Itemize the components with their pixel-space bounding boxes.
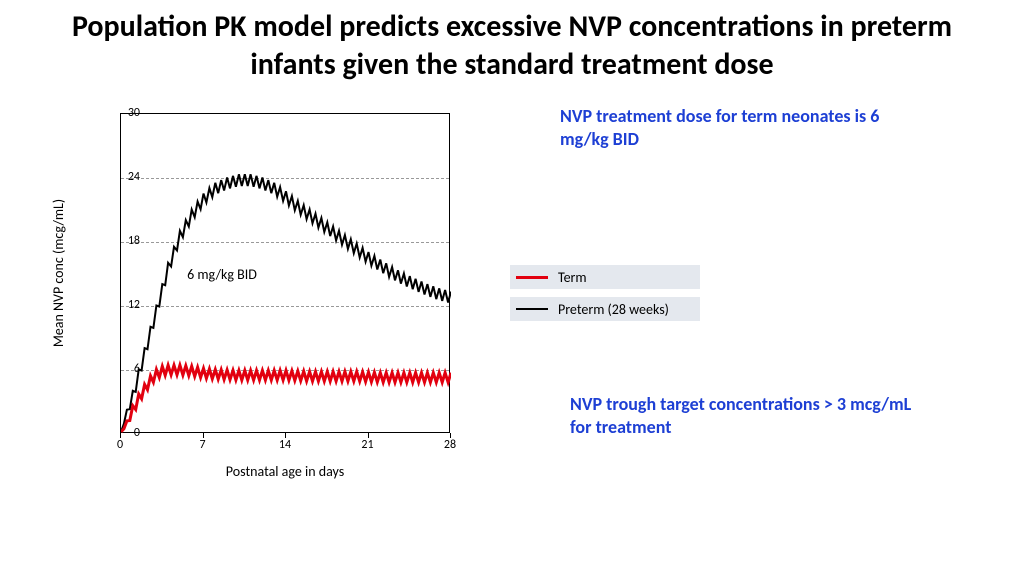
y-axis-label: Mean NVP conc (mcg/mL) [50, 199, 67, 347]
x-tick: 7 [199, 438, 205, 452]
y-tick: 30 [106, 106, 140, 120]
note-dose: NVP treatment dose for term neonates is … [560, 105, 880, 150]
series-term [121, 365, 451, 432]
legend-label-preterm: Preterm (28 weeks) [558, 301, 669, 318]
x-axis-label: Postnatal age in days [120, 463, 450, 480]
series-preterm [121, 174, 451, 432]
legend-swatch-term [516, 276, 548, 279]
pk-chart: 6 mg/kg BID 0612182430 07142128 Mean NVP… [60, 103, 480, 493]
content-area: 6 mg/kg BID 0612182430 07142128 Mean NVP… [0, 83, 1024, 523]
legend: Term Preterm (28 weeks) [510, 265, 700, 329]
y-tick: 18 [106, 234, 140, 248]
legend-item-preterm: Preterm (28 weeks) [510, 297, 700, 321]
y-tick: 6 [106, 362, 140, 376]
x-tick: 28 [444, 438, 456, 452]
series-layer [121, 114, 451, 434]
y-tick: 12 [106, 298, 140, 312]
x-tick: 21 [361, 438, 373, 452]
page-title: Population PK model predicts excessive N… [0, 0, 1024, 83]
chart-annotation: 6 mg/kg BID [187, 266, 257, 283]
y-tick: 24 [106, 170, 140, 184]
x-tick: 0 [117, 438, 123, 452]
x-tick: 14 [279, 438, 291, 452]
legend-item-term: Term [510, 265, 700, 289]
plot-box: 6 mg/kg BID [120, 113, 450, 433]
note-target: NVP trough target concentrations > 3 mcg… [570, 393, 930, 438]
legend-label-term: Term [558, 269, 587, 286]
legend-swatch-preterm [516, 308, 548, 310]
